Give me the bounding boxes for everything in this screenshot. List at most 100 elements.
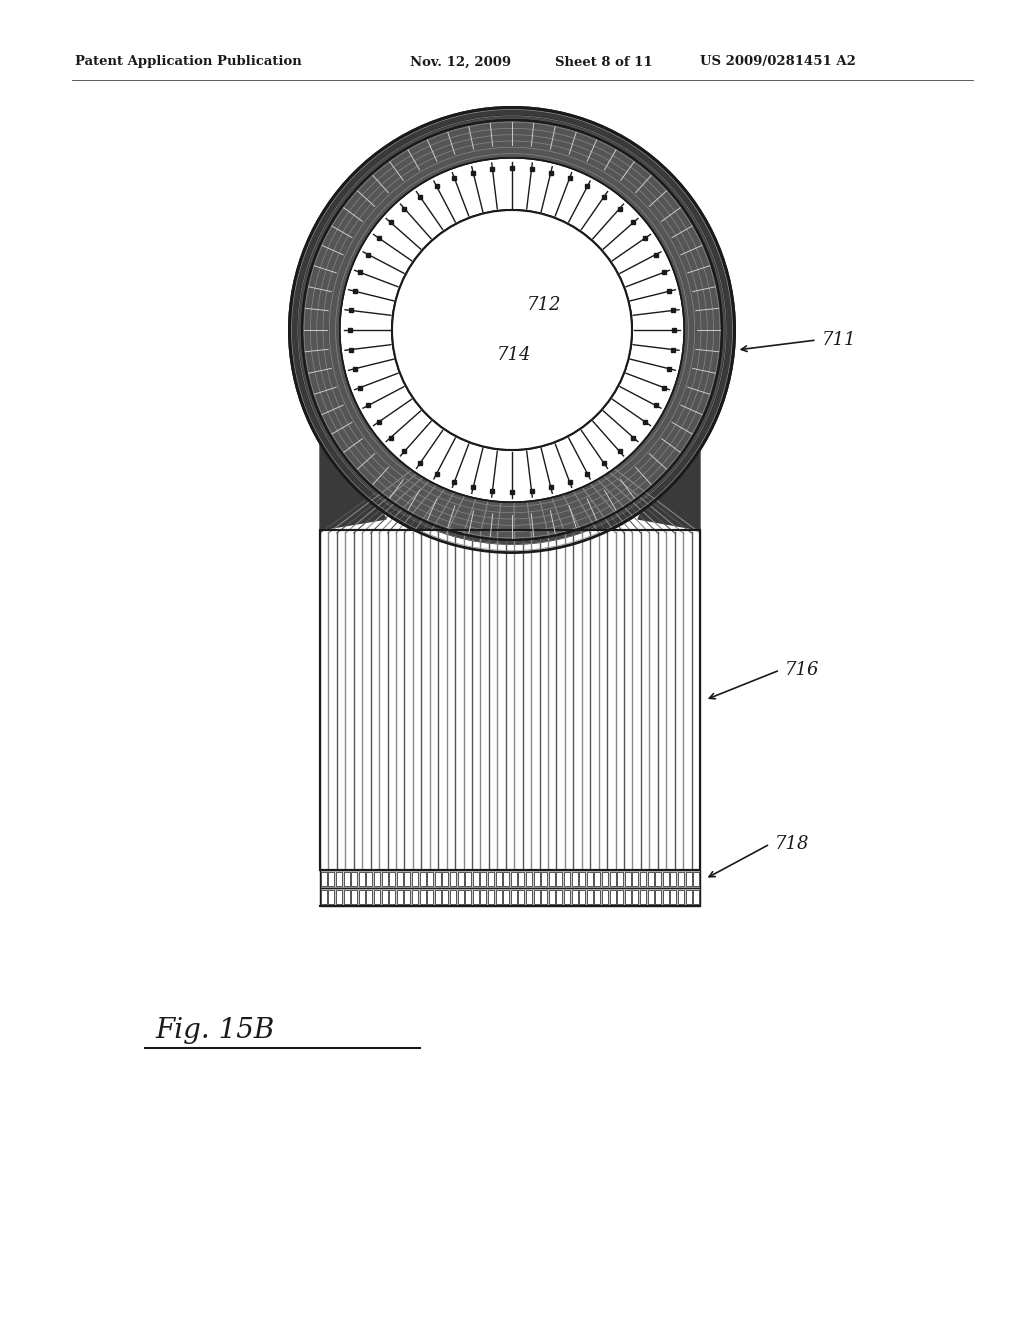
Bar xyxy=(488,890,494,904)
Text: Nov. 12, 2009: Nov. 12, 2009 xyxy=(410,55,511,69)
Bar xyxy=(358,873,365,886)
Bar xyxy=(511,873,517,886)
Bar xyxy=(564,873,570,886)
Bar xyxy=(580,890,586,904)
Bar xyxy=(556,890,562,904)
Bar xyxy=(396,890,402,904)
Text: 714: 714 xyxy=(497,346,531,364)
Bar xyxy=(496,873,502,886)
Bar xyxy=(587,890,593,904)
Bar xyxy=(496,890,502,904)
Bar xyxy=(503,890,509,904)
Bar xyxy=(367,890,373,904)
Bar xyxy=(336,890,342,904)
Bar xyxy=(442,873,449,886)
Text: 712: 712 xyxy=(527,296,561,314)
Bar xyxy=(503,873,509,886)
Bar xyxy=(594,890,600,904)
Bar xyxy=(671,873,677,886)
Polygon shape xyxy=(638,330,734,531)
Bar xyxy=(374,890,380,904)
Bar xyxy=(374,873,380,886)
Bar xyxy=(404,873,411,886)
Bar xyxy=(435,890,441,904)
Text: US 2009/0281451 A2: US 2009/0281451 A2 xyxy=(700,55,856,69)
Bar xyxy=(655,890,662,904)
Bar xyxy=(526,890,532,904)
Bar xyxy=(541,873,547,886)
Bar xyxy=(655,873,662,886)
Bar xyxy=(556,873,562,886)
Bar xyxy=(435,873,441,886)
Bar xyxy=(473,890,479,904)
Bar xyxy=(389,890,395,904)
Bar xyxy=(382,890,388,904)
Bar xyxy=(367,873,373,886)
Bar xyxy=(412,890,418,904)
Bar xyxy=(344,890,349,904)
Bar xyxy=(671,890,677,904)
Bar xyxy=(319,870,700,888)
Bar xyxy=(609,873,615,886)
Bar xyxy=(602,873,608,886)
Bar xyxy=(685,873,691,886)
Bar xyxy=(571,890,578,904)
Bar xyxy=(640,890,646,904)
Bar xyxy=(351,873,357,886)
Bar xyxy=(693,890,699,904)
Bar xyxy=(571,873,578,886)
Bar xyxy=(663,873,669,886)
Bar xyxy=(602,890,608,904)
Bar xyxy=(389,873,395,886)
Text: Fig. 15B: Fig. 15B xyxy=(155,1016,274,1044)
Bar xyxy=(396,873,402,886)
Bar xyxy=(351,890,357,904)
Bar xyxy=(678,890,684,904)
Bar xyxy=(450,890,456,904)
Bar xyxy=(534,873,540,886)
Bar xyxy=(488,873,494,886)
Bar xyxy=(358,890,365,904)
Bar xyxy=(633,890,638,904)
Bar xyxy=(336,873,342,886)
Bar xyxy=(450,873,456,886)
Circle shape xyxy=(302,120,722,540)
Bar xyxy=(663,890,669,904)
Text: Patent Application Publication: Patent Application Publication xyxy=(75,55,302,69)
Circle shape xyxy=(392,210,632,450)
Bar xyxy=(458,873,464,886)
Bar xyxy=(427,873,433,886)
Bar xyxy=(465,873,471,886)
Bar xyxy=(420,890,426,904)
Bar xyxy=(625,873,631,886)
Bar xyxy=(321,873,327,886)
Bar xyxy=(420,873,426,886)
Circle shape xyxy=(392,210,632,450)
Bar xyxy=(329,873,335,886)
Bar xyxy=(321,890,327,904)
Bar xyxy=(319,531,700,870)
Bar xyxy=(526,873,532,886)
Bar xyxy=(617,873,624,886)
Bar xyxy=(480,873,486,886)
Bar xyxy=(633,873,638,886)
Bar xyxy=(647,873,653,886)
Bar xyxy=(319,531,700,870)
Bar xyxy=(640,873,646,886)
Bar xyxy=(534,890,540,904)
Bar xyxy=(458,890,464,904)
Bar xyxy=(511,890,517,904)
Bar xyxy=(541,890,547,904)
Bar xyxy=(549,890,555,904)
Bar xyxy=(549,873,555,886)
Bar xyxy=(442,890,449,904)
Bar xyxy=(329,890,335,904)
Bar xyxy=(625,890,631,904)
Text: 718: 718 xyxy=(775,836,810,853)
Text: 711: 711 xyxy=(821,331,856,348)
Bar xyxy=(382,873,388,886)
Bar xyxy=(344,873,349,886)
Bar xyxy=(319,888,700,906)
Bar xyxy=(580,873,586,886)
Bar xyxy=(617,890,624,904)
